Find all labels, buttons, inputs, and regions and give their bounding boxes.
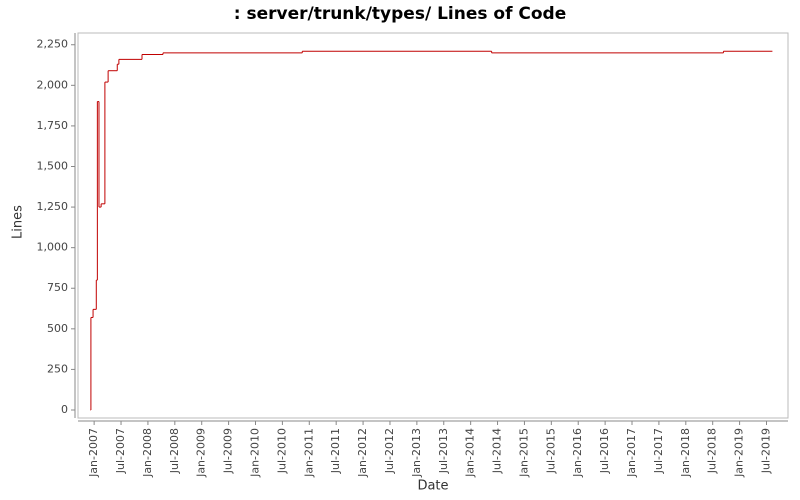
chart-title: : server/trunk/types/ Lines of Code bbox=[234, 4, 567, 24]
x-tick-label: Jan-2015 bbox=[517, 428, 530, 478]
x-tick-label: Jan-2012 bbox=[356, 428, 369, 478]
x-tick-label: Jul-2014 bbox=[491, 428, 504, 474]
x-tick-label: Jan-2018 bbox=[679, 428, 692, 478]
y-tick-label: 750 bbox=[47, 281, 68, 294]
x-tick-label: Jul-2015 bbox=[544, 428, 557, 474]
x-tick-label: Jul-2011 bbox=[329, 428, 342, 474]
x-tick-label: Jul-2016 bbox=[598, 428, 611, 474]
x-tick-label: Jul-2009 bbox=[222, 428, 235, 474]
x-tick-label: Jan-2016 bbox=[571, 428, 584, 478]
y-axis-title: Lines bbox=[11, 205, 26, 239]
x-tick-label: Jul-2018 bbox=[706, 428, 719, 474]
x-tick-label: Jan-2013 bbox=[410, 428, 423, 478]
y-tick-label: 0 bbox=[61, 403, 68, 416]
x-tick-label: Jul-2008 bbox=[168, 428, 181, 474]
x-tick-label: Jan-2008 bbox=[141, 428, 154, 478]
y-tick-label: 1,750 bbox=[37, 119, 69, 132]
x-tick-label: Jan-2009 bbox=[195, 428, 208, 478]
x-tick-label: Jul-2019 bbox=[759, 428, 772, 474]
x-tick-label: Jul-2012 bbox=[383, 428, 396, 474]
x-axis-title: Date bbox=[417, 479, 448, 494]
x-tick-label: Jan-2014 bbox=[464, 428, 477, 478]
x-tick-label: Jan-2019 bbox=[733, 428, 746, 478]
y-tick-label: 2,250 bbox=[37, 38, 69, 51]
plot-area bbox=[77, 32, 789, 419]
y-tick-label: 1,000 bbox=[37, 241, 69, 254]
y-tick-label: 500 bbox=[47, 322, 68, 335]
y-tick-label: 1,250 bbox=[37, 200, 69, 213]
y-tick-label: 2,000 bbox=[37, 78, 69, 91]
y-tick-label: 1,500 bbox=[37, 159, 69, 172]
x-tick-label: Jul-2010 bbox=[275, 428, 288, 474]
x-tick-label: Jul-2013 bbox=[437, 428, 450, 474]
x-tick-label: Jul-2017 bbox=[652, 428, 665, 474]
x-tick-label: Jan-2017 bbox=[625, 428, 638, 478]
x-tick-label: Jan-2007 bbox=[87, 428, 100, 478]
x-tick-label: Jul-2007 bbox=[114, 428, 127, 474]
y-tick-label: 250 bbox=[47, 362, 68, 375]
x-tick-label: Jan-2010 bbox=[249, 428, 262, 478]
x-tick-label: Jan-2011 bbox=[302, 428, 315, 478]
